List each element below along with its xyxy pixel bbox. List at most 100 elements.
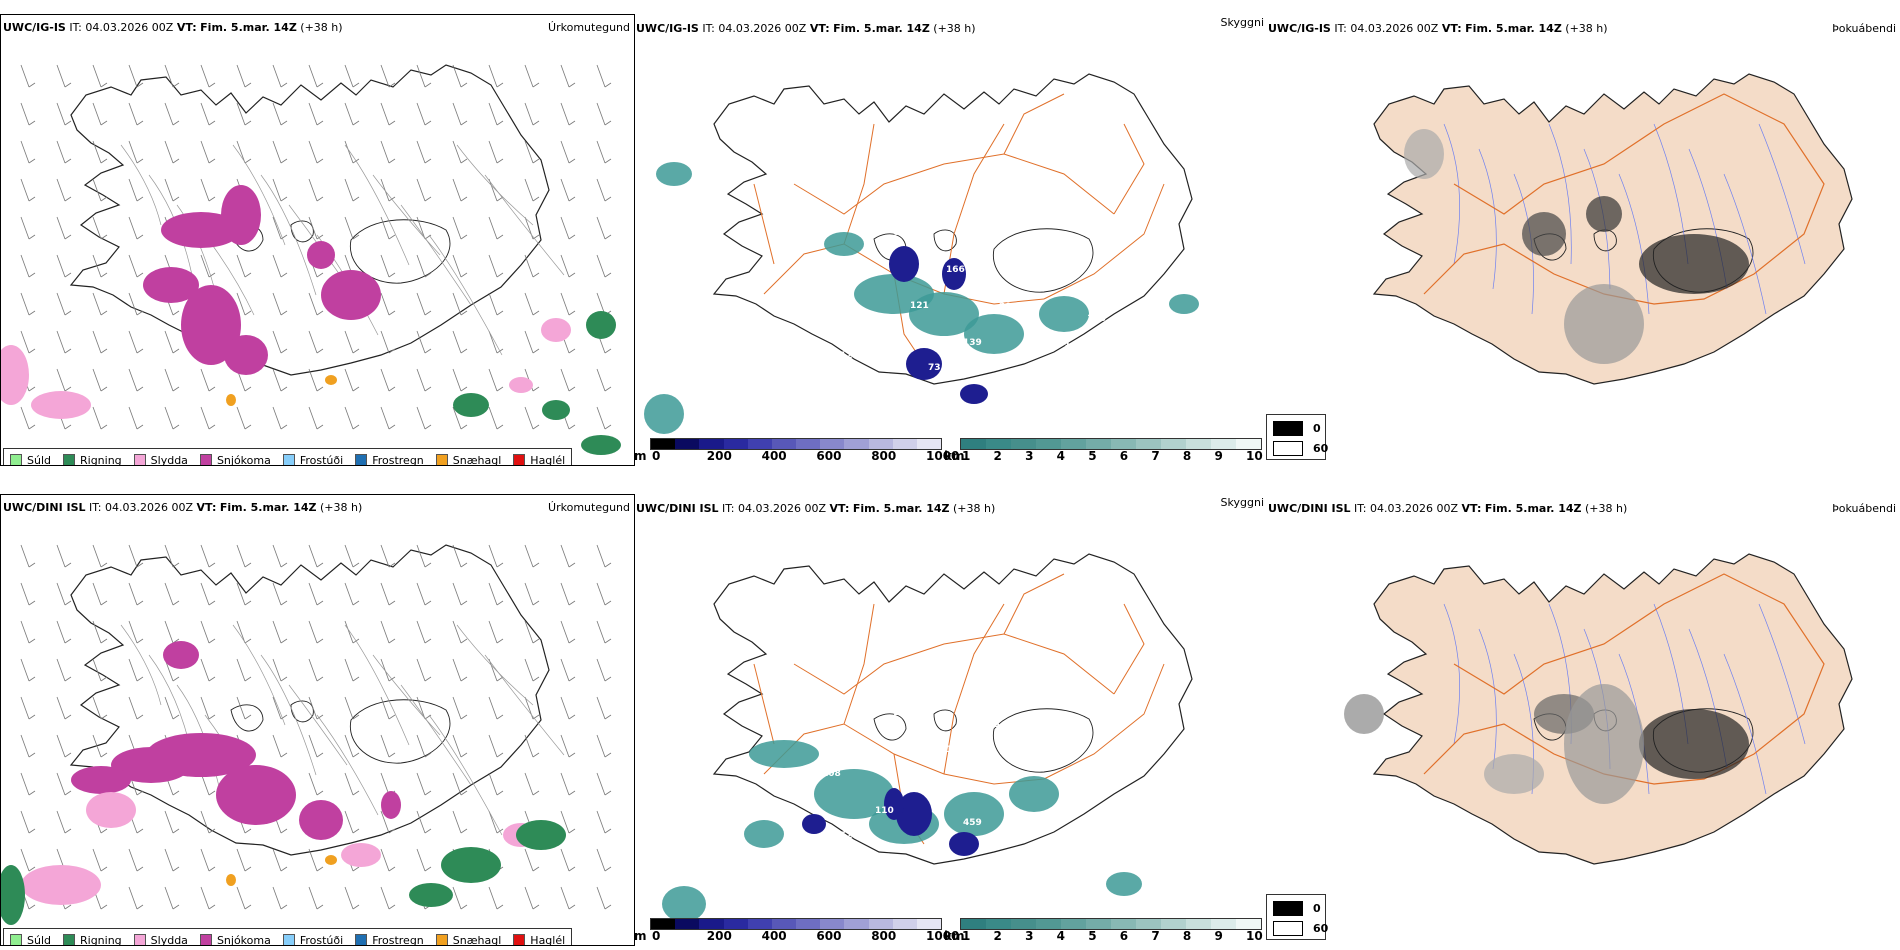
visibility-value-label: 128 [1034,757,1053,767]
colorbar-tick: 1000 [926,929,960,943]
visibility-value-label: 78 [875,326,888,336]
legend-item: Snæhagl [435,453,502,466]
it-value: 04.03.2026 00Z [1370,502,1459,515]
visibility-value-label: 73 [928,363,941,373]
legend-item: Snjókoma [199,934,271,945]
colorbar-tick: 600 [816,449,842,463]
legend-swatch [199,934,212,945]
precip-type-panel-bottom: UWC/DINI ISL IT: 04.03.2026 00Z VT: Fim.… [0,494,635,946]
fog-index-map [1372,73,1853,385]
visibility-value-label: 110 [875,806,894,816]
legend-swatch [282,934,295,945]
colorbar-tick: 3 [1025,929,1034,943]
visibility-value-label: 129 [840,351,859,361]
colorbar-tick: 200 [706,929,732,943]
panel-title: Skyggni [1220,496,1264,509]
legend-swatch [282,454,295,465]
panel-header: UWC/DINI ISL IT: 04.03.2026 00Z VT: Fim.… [636,502,995,515]
legend-item: Snæhagl [435,934,501,945]
visibility-panel-bottom: UWC/DINI ISL IT: 04.03.2026 00Z VT: Fim.… [634,494,1264,944]
lead-time: (+38 h) [300,21,343,34]
visibility-value-label: 10 [893,708,906,718]
colorbar-tick: 200 [706,449,732,463]
visibility-value-label: 93 [804,707,817,717]
fog-legend-item: 0 [1273,901,1321,916]
legend-swatch [133,934,146,945]
legend-label: Frostregn [372,933,424,946]
legend-item: Rigning [63,934,122,945]
colorbar-tick: 2 [993,929,1002,943]
vt-value: Fim. 5.mar. 14Z [852,502,950,515]
fog-legend-swatch [1273,421,1303,436]
visibility-value-label: 108 [822,769,841,779]
visibility-m-colorbar: m 0 200 400 600 800 1000 [634,438,959,464]
visibility-value-label: 93 [804,227,817,237]
colorbar-tick: 1 [962,929,971,943]
legend-swatch [10,934,22,945]
visibility-value-label: 11 [946,745,959,755]
legend-item: Haglél [513,934,565,945]
legend-swatch [435,454,448,465]
vt-label: VT: [809,22,830,35]
precip-type-panel-top: UWC/IG-IS IT: 04.03.2026 00Z VT: Fim. 5.… [0,14,635,466]
legend-label: Snjókoma [216,453,271,466]
legend-label: Súld [27,933,51,946]
lead-time: (+38 h) [319,501,363,514]
legend-label: Snæhagl [452,453,502,466]
model-name: UWC/DINI ISL [1268,502,1351,515]
legend-item: Frostregn [355,454,424,465]
colorbar-tick: 5 [1088,449,1097,463]
fog-index-map [1344,553,1853,865]
legend-swatch [513,934,526,945]
it-label: IT: [1354,502,1367,515]
legend-item: Súld [10,454,51,465]
visibility-m-colorbar: m 0 200 400 600 800 1000 [634,918,959,944]
colorbar-tick: 8 [1182,449,1192,463]
panel-title: Úrkomutegund [548,501,630,514]
fog-legend-label: 60 [1313,442,1329,455]
fog-legend-label: 60 [1313,922,1329,935]
model-name: UWC/IG-IS [3,21,66,34]
panel-title: Úrkomutegund [548,21,630,34]
vt-label: VT: [829,502,850,515]
visibility-value-label: 165 [1016,375,1035,385]
model-name: UWC/IG-IS [636,22,699,35]
legend-item: Rigning [63,453,122,466]
colorbar-tick: 4 [1056,449,1066,463]
colorbar-tick: 1000 [926,449,960,463]
visibility-value-label: 459 [963,818,982,828]
legend-label: Rigning [80,453,122,466]
vt-value: Fim. 5.mar. 14Z [219,501,317,514]
it-label: IT: [1334,22,1347,35]
panel-header: UWC/IG-IS IT: 04.03.2026 00Z VT: Fim. 5.… [3,21,343,34]
vt-value: Fim. 5.mar. 14Z [1465,22,1562,35]
colorbar-strip [960,438,1262,450]
legend-item: Haglél [513,453,566,466]
colorbar-tick: 3 [1025,449,1034,463]
visibility-value-label: 52 [840,831,853,841]
legend-label: Frostúði [299,453,344,466]
colorbar-tick: 7 [1151,449,1160,463]
panel-header: UWC/DINI ISL IT: 04.03.2026 00Z VT: Fim.… [3,501,362,514]
fog-legend-swatch [1273,921,1303,936]
colorbar-tick: 9 [1214,929,1223,943]
legend-item: Snjókoma [199,453,271,466]
panel-title: Þokuábendi [1832,22,1896,35]
legend-label: Frostúði [299,933,344,946]
colorbar-tick: 600 [816,929,842,943]
visibility-value-label: 176 [1069,252,1088,262]
model-name: UWC/DINI ISL [3,501,86,514]
vt-label: VT: [196,501,217,514]
it-value: 04.03.2026 00Z [718,22,807,35]
visibility-value-label: 99 [857,264,870,274]
it-label: IT: [89,501,102,514]
legend-item: Frostúði [282,933,344,946]
visibility-value-label: 611 [893,228,912,238]
precip-type-map [1,544,612,925]
legend-label: Haglél [530,453,566,466]
legend-label: Slydda [150,933,188,946]
colorbar-tick: 5 [1088,929,1097,943]
colorbar-unit: m [634,449,647,463]
vt-value: Fim. 5.mar. 14Z [833,22,930,35]
legend-swatch [63,934,75,945]
